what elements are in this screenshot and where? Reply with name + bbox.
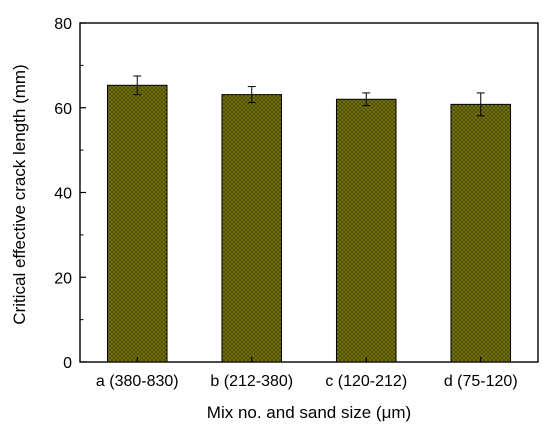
y-tick-label: 20 (54, 270, 72, 287)
x-tick-label: c (120-212) (325, 373, 407, 390)
plot-area: 0 20 40 60 80 a (380-830) b (212-380) c (120-21… (54, 16, 539, 390)
bar (221, 94, 283, 363)
x-tick-label: d (75-120) (444, 373, 518, 390)
x-axis-title: Mix no. and sand size (μm) (207, 403, 411, 422)
y-tick-label: 0 (63, 355, 72, 372)
x-tick-label: b (212-380) (210, 373, 293, 390)
y-tick-label: 40 (54, 186, 72, 203)
bar (450, 103, 512, 363)
y-tick-label: 80 (54, 16, 72, 33)
y-axis-title: Critical effective crack length (mm) (10, 64, 29, 324)
bar (106, 84, 168, 363)
bar (335, 98, 397, 363)
x-tick-label: a (380-830) (96, 373, 179, 390)
y-tick-label: 60 (54, 101, 72, 118)
